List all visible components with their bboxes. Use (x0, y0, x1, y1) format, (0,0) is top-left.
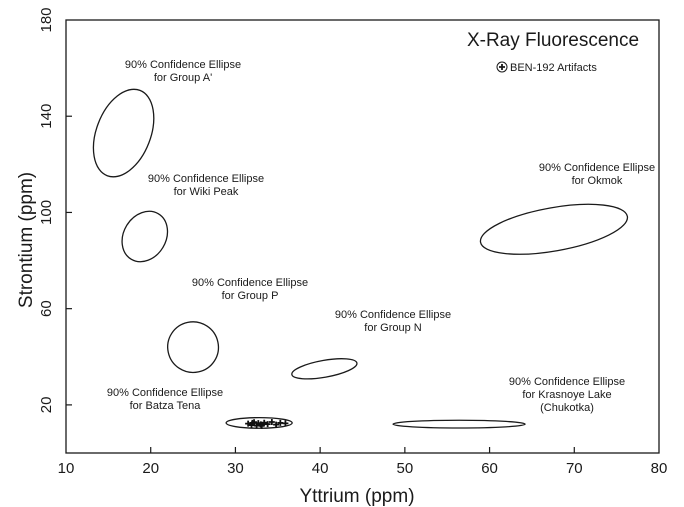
ellipse-label-line: for Wiki Peak (174, 186, 239, 198)
confidence-ellipse (121, 210, 169, 263)
ellipse-label: 90% Confidence Ellipse for Group A' (125, 59, 241, 84)
x-tick-label: 80 (651, 460, 668, 477)
ellipse-label-line: for Group P (222, 290, 279, 302)
ellipse-label-line: for Group A' (154, 72, 212, 84)
x-tick-label: 20 (142, 460, 159, 477)
ellipse-labels: 90% Confidence Ellipse for Group A'90% Co… (107, 59, 655, 414)
y-axis-label: Strontium (ppm) (16, 172, 37, 308)
x-tick-label: 40 (312, 460, 329, 477)
ellipse-label-line: for Krasnoye Lake (522, 389, 611, 401)
legend-cross-icon (499, 64, 505, 70)
chart-title: X-Ray Fluorescence (467, 30, 639, 51)
ellipse-label-line: for Group N (364, 322, 422, 334)
x-tick-label: 50 (397, 460, 414, 477)
confidence-ellipse (291, 358, 358, 380)
x-tick-label: 10 (58, 460, 75, 477)
ellipse-label-line: 90% Confidence Ellipse (192, 277, 308, 289)
y-tick-label: 60 (38, 300, 55, 317)
confidence-ellipse (225, 416, 293, 429)
ellipse-label-line: 90% Confidence Ellipse (509, 376, 625, 388)
x-tick-label: 70 (566, 460, 583, 477)
artifact-point (264, 421, 271, 428)
confidence-ellipse (92, 88, 155, 178)
ellipse-label-line: 90% Confidence Ellipse (125, 59, 241, 71)
ellipse-label-line: (Chukotka) (540, 402, 594, 414)
ellipse-label: 90% Confidence Ellipse for Group N (335, 309, 451, 334)
axis-ticks: 10 20 30 40 50 60 70 80 20 60 100 140 180 (38, 7, 667, 477)
confidence-ellipse (479, 203, 629, 255)
artifact-points (245, 418, 289, 429)
y-tick-label: 140 (38, 104, 55, 129)
legend-label: BEN-192 Artifacts (510, 62, 597, 74)
artifact-point (268, 418, 275, 425)
ellipse-label-line: 90% Confidence Ellipse (107, 387, 223, 399)
ellipse-label: 90% Confidence Ellipse for Krasnoye Lake(… (509, 376, 625, 414)
ellipse-label-line: for Batza Tena (130, 400, 202, 412)
ellipse-label-line: for Okmok (572, 175, 623, 187)
x-axis-label: Yttrium (ppm) (299, 486, 414, 507)
confidence-ellipse (167, 321, 220, 374)
artifact-point (273, 421, 280, 428)
ellipse-label-line: 90% Confidence Ellipse (335, 309, 451, 321)
y-tick-label: 100 (38, 200, 55, 225)
y-tick-label: 180 (38, 7, 55, 32)
legend: BEN-192 Artifacts (496, 61, 597, 74)
artifact-point (277, 419, 284, 426)
ellipse-label: 90% Confidence Ellipse for Group P (192, 277, 308, 302)
plot-frame (65, 19, 660, 454)
ellipse-label: 90% Confidence Ellipse for Batza Tena (107, 387, 223, 412)
artifact-point (258, 422, 265, 429)
ellipse-label: 90% Confidence Ellipse for Wiki Peak (148, 173, 264, 198)
artifact-point (249, 419, 256, 426)
confidence-ellipse (392, 419, 526, 429)
artifact-point (261, 419, 268, 426)
x-tick-label: 60 (481, 460, 498, 477)
ellipse-label: 90% Confidence Ellipse for Okmok (539, 162, 655, 187)
artifact-point (282, 420, 289, 427)
ellipse-label-line: 90% Confidence Ellipse (148, 173, 264, 185)
x-tick-label: 30 (227, 460, 244, 477)
ellipse-label-line: 90% Confidence Ellipse (539, 162, 655, 174)
y-tick-label: 20 (38, 397, 55, 414)
confidence-ellipses (92, 88, 629, 429)
